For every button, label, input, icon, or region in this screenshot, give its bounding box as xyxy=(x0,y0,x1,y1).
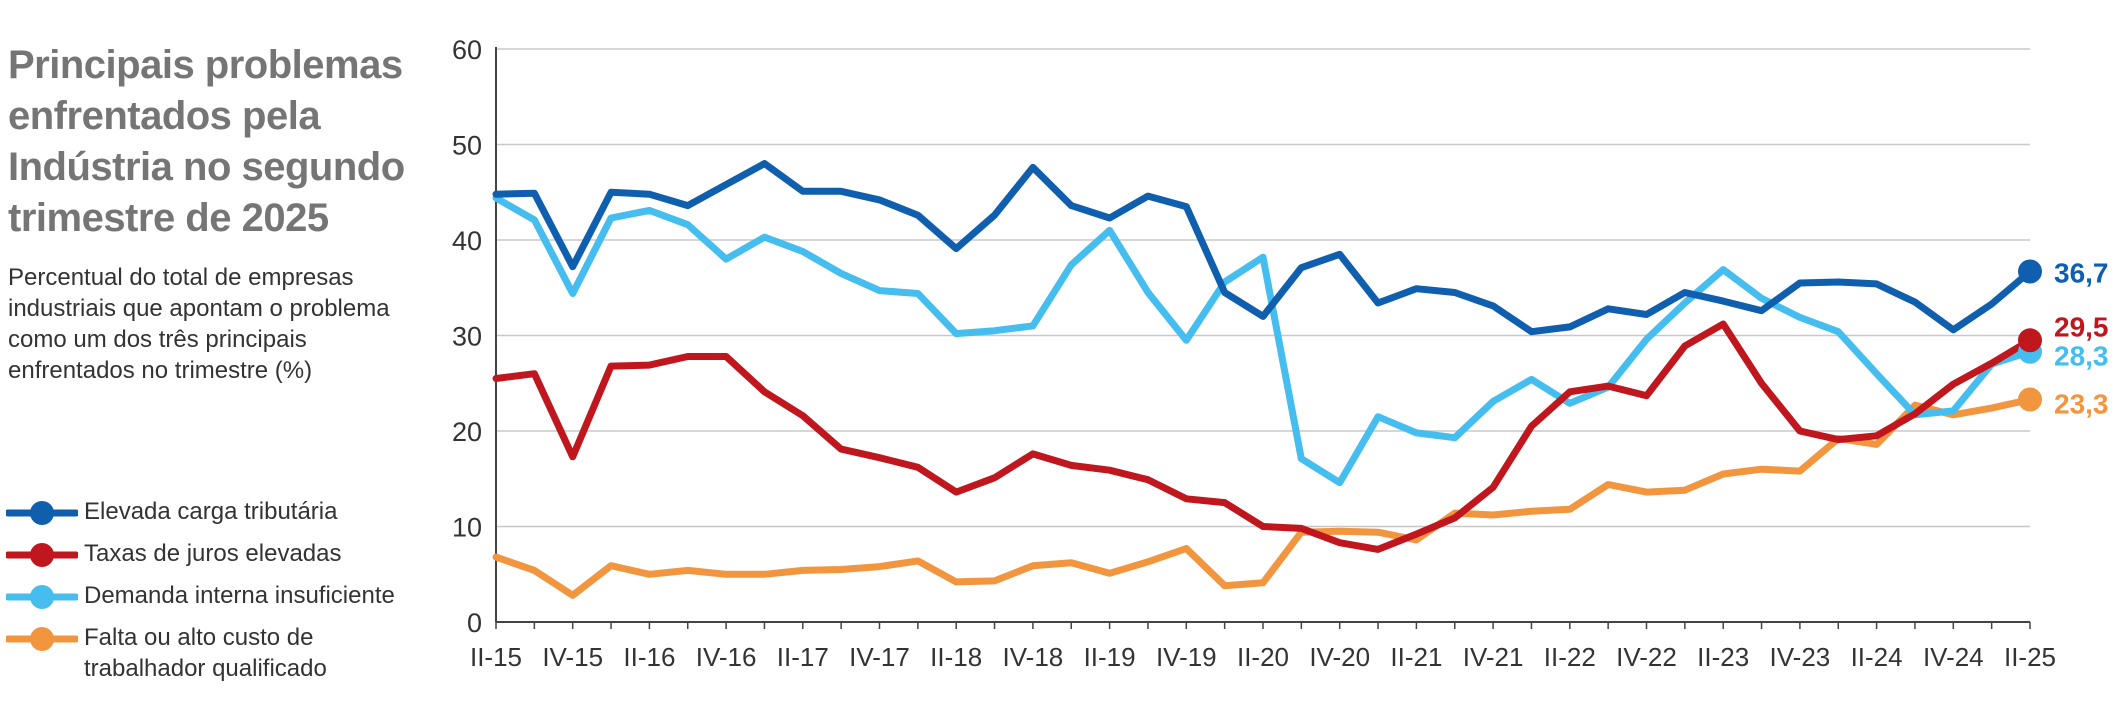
x-tick-label: II-24 xyxy=(1851,642,1903,672)
y-tick-label: 40 xyxy=(452,226,482,256)
chart-title: Principais problemas enfrentados pela In… xyxy=(8,43,405,240)
y-tick-label: 50 xyxy=(452,131,482,161)
legend-swatch-tax xyxy=(6,501,78,525)
x-tick-label: II-16 xyxy=(623,642,675,672)
x-tick-label: II-18 xyxy=(930,642,982,672)
x-tick-label: IV-22 xyxy=(1616,642,1677,672)
legend-item: Falta ou alto custo de trabalhador quali… xyxy=(6,622,436,684)
series-end-label: 28,3 xyxy=(2054,341,2109,372)
series-end-marker xyxy=(2018,387,2042,412)
legend-swatch-demand xyxy=(6,585,78,609)
x-tick-label: IV-15 xyxy=(542,642,603,672)
y-tick-label: 60 xyxy=(452,35,482,65)
legend-label: Falta ou alto custo de trabalhador quali… xyxy=(84,624,327,682)
x-tick-label: IV-18 xyxy=(1003,642,1064,672)
x-tick-label: II-25 xyxy=(2004,642,2056,672)
x-tick-label: IV-24 xyxy=(1923,642,1984,672)
legend: Elevada carga tributária Taxas de juros … xyxy=(6,496,436,692)
y-tick-label: 10 xyxy=(452,513,482,543)
chart-subtitle: Percentual do total de empresas industri… xyxy=(8,264,390,384)
x-tick-label: II-19 xyxy=(1084,642,1136,672)
x-tick-label: II-20 xyxy=(1237,642,1289,672)
x-tick-label: IV-20 xyxy=(1309,642,1370,672)
series-end-label: 29,5 xyxy=(2054,311,2109,342)
x-tick-label: II-23 xyxy=(1697,642,1749,672)
x-tick-label: II-15 xyxy=(470,642,522,672)
x-tick-label: II-22 xyxy=(1544,642,1596,672)
legend-label: Demanda interna insuficiente xyxy=(84,582,395,609)
legend-item: Elevada carga tributária xyxy=(6,496,436,530)
legend-swatch-interest xyxy=(6,543,78,567)
x-tick-label: IV-21 xyxy=(1463,642,1524,672)
series-line xyxy=(492,320,2034,553)
legend-label: Taxas de juros elevadas xyxy=(84,540,342,567)
legend-item: Demanda interna insuficiente xyxy=(6,580,436,614)
series-line xyxy=(492,396,2034,599)
y-tick-label: 0 xyxy=(467,608,482,638)
x-tick-label: II-17 xyxy=(777,642,829,672)
x-tick-label: IV-23 xyxy=(1770,642,1831,672)
x-tick-label: IV-17 xyxy=(849,642,910,672)
series-line xyxy=(492,160,2034,336)
series-end-label: 23,3 xyxy=(2054,388,2109,419)
x-tick-label: IV-19 xyxy=(1156,642,1217,672)
legend-label: Elevada carga tributária xyxy=(84,498,338,525)
y-tick-label: 20 xyxy=(452,417,482,447)
legend-swatch-labor xyxy=(6,627,78,651)
series-end-label: 36,7 xyxy=(2054,258,2109,289)
series-end-marker xyxy=(2018,328,2042,353)
legend-item: Taxas de juros elevadas xyxy=(6,538,436,572)
x-tick-label: IV-16 xyxy=(696,642,757,672)
series-end-marker xyxy=(2018,259,2042,284)
x-tick-label: II-21 xyxy=(1390,642,1442,672)
y-tick-label: 30 xyxy=(452,322,482,352)
